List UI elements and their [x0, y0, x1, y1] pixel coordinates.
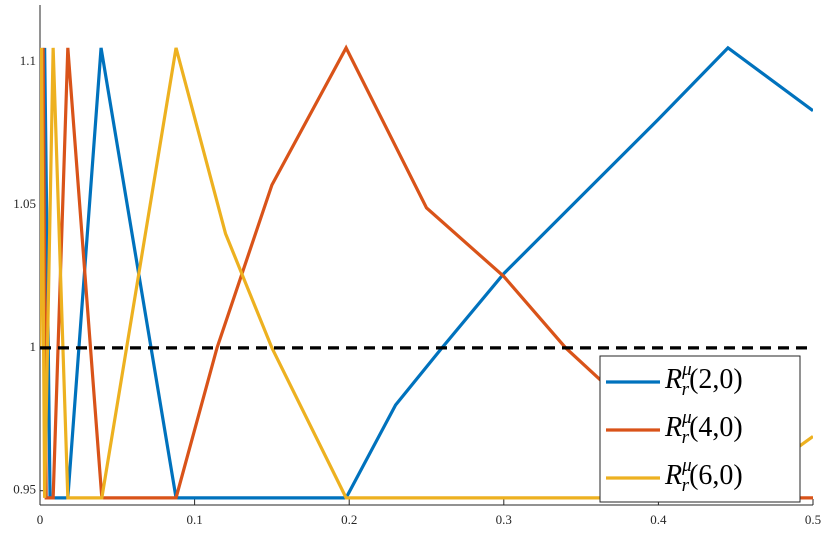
x-tick-label: 0	[37, 512, 44, 527]
x-tick-label: 0.5	[805, 512, 821, 527]
y-tick-label: 0.95	[13, 482, 36, 497]
x-tick-label: 0.4	[650, 512, 667, 527]
legend-label: Rμ r(6,0)	[664, 455, 743, 496]
legend-label: Rμ r(4,0)	[664, 407, 743, 448]
y-tick-label: 1.1	[20, 53, 36, 68]
x-tick-label: 0.2	[341, 512, 357, 527]
x-tick-label: 0.1	[186, 512, 202, 527]
x-tick-label: 0.3	[496, 512, 512, 527]
y-tick-label: 1	[30, 339, 37, 354]
y-tick-label: 1.05	[13, 196, 36, 211]
legend-label: Rμ r(2,0)	[664, 359, 743, 400]
line	[40, 47, 813, 500]
